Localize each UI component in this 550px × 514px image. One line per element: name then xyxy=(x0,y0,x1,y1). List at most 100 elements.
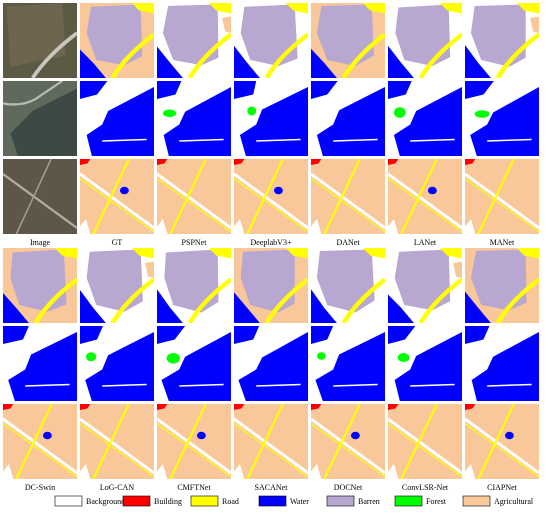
water xyxy=(196,431,206,440)
road xyxy=(465,172,539,230)
barren xyxy=(316,4,374,66)
water xyxy=(470,87,539,156)
building xyxy=(388,159,399,165)
photo-water xyxy=(10,88,77,156)
road xyxy=(169,159,207,234)
bg xyxy=(388,159,462,234)
road xyxy=(80,423,154,478)
water xyxy=(311,289,337,323)
forest xyxy=(85,352,97,362)
building xyxy=(311,404,322,410)
road xyxy=(187,32,231,78)
tile xyxy=(234,81,308,156)
barren xyxy=(470,249,527,311)
bg-patch xyxy=(234,464,245,479)
tile xyxy=(157,404,231,479)
water xyxy=(427,186,437,195)
barren xyxy=(86,249,143,312)
barren xyxy=(316,249,375,313)
water xyxy=(311,48,337,78)
road xyxy=(465,417,539,475)
column-label: DANet xyxy=(336,238,360,247)
building xyxy=(234,404,245,410)
tile xyxy=(388,159,462,234)
tile xyxy=(157,326,231,401)
tile xyxy=(465,159,539,234)
road xyxy=(157,417,231,475)
photo-road xyxy=(3,173,77,229)
water xyxy=(311,81,338,99)
water xyxy=(316,87,385,156)
bg-patch xyxy=(157,219,168,234)
road xyxy=(234,172,308,230)
tile xyxy=(234,326,308,401)
bg-patch xyxy=(80,219,91,234)
road xyxy=(362,248,385,259)
forest xyxy=(162,109,177,117)
column-label: CIAPNet xyxy=(487,483,518,492)
legend-swatch xyxy=(122,495,151,507)
agri xyxy=(376,16,385,33)
road xyxy=(110,32,154,78)
water xyxy=(157,289,183,323)
gap xyxy=(256,383,301,387)
column-label: LANet xyxy=(414,238,437,247)
road xyxy=(264,32,308,78)
gap xyxy=(487,383,532,387)
legend-label: Agricultural xyxy=(494,497,534,506)
road xyxy=(311,423,385,478)
tile xyxy=(465,326,539,401)
legend-label: Water xyxy=(290,497,309,506)
road xyxy=(110,277,154,323)
column-label: PSPNet xyxy=(182,238,208,247)
road xyxy=(246,404,284,479)
road xyxy=(465,178,539,233)
gap xyxy=(487,138,532,142)
forest xyxy=(397,353,410,362)
road xyxy=(208,248,231,259)
road xyxy=(477,159,515,234)
road xyxy=(15,404,53,479)
road xyxy=(400,404,438,479)
road xyxy=(388,178,462,233)
tile xyxy=(311,248,385,323)
tile xyxy=(157,81,231,156)
building xyxy=(3,404,14,410)
building xyxy=(234,159,245,165)
water xyxy=(80,49,106,78)
bg xyxy=(157,404,231,479)
gap xyxy=(333,138,378,142)
water xyxy=(3,326,29,344)
column-label: DOCNet xyxy=(334,483,363,492)
legend-swatch xyxy=(326,495,355,507)
tile xyxy=(234,3,308,78)
barren xyxy=(394,249,451,311)
legend-label: Forest xyxy=(426,497,447,506)
bg xyxy=(157,159,231,234)
tile xyxy=(311,81,385,156)
building xyxy=(157,159,168,165)
bg xyxy=(465,404,539,479)
road xyxy=(418,277,462,323)
road xyxy=(439,3,462,14)
road xyxy=(495,277,539,323)
forest xyxy=(393,107,406,118)
tile xyxy=(3,81,77,156)
column-label: SACANet xyxy=(255,483,289,492)
tile xyxy=(157,3,231,78)
road xyxy=(465,423,539,478)
column-label: DeeplabV3+ xyxy=(251,238,292,247)
photo-road xyxy=(3,81,63,106)
road xyxy=(516,3,539,14)
photo-road xyxy=(15,159,52,234)
forest xyxy=(474,110,490,118)
building xyxy=(311,159,322,165)
legend-label: Building xyxy=(154,497,182,506)
tile xyxy=(465,3,539,78)
water xyxy=(465,326,490,344)
tile xyxy=(80,248,154,323)
building xyxy=(465,404,476,410)
bg-patch xyxy=(3,464,14,479)
road xyxy=(362,3,385,14)
road xyxy=(234,417,308,475)
